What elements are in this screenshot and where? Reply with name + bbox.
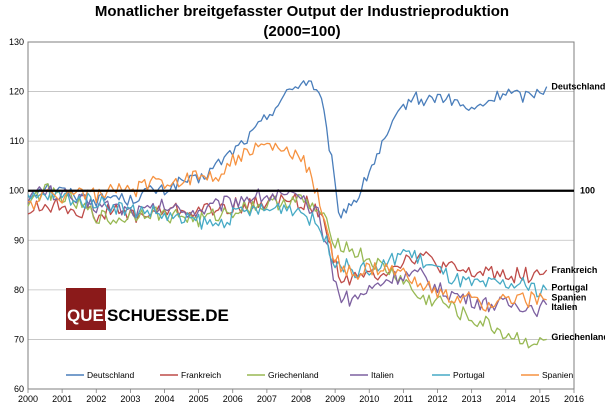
x-tick-label: 2008 [291, 394, 311, 404]
x-tick-label: 2012 [427, 394, 447, 404]
y-tick-label: 100 [9, 186, 24, 196]
x-tick-label: 2015 [530, 394, 550, 404]
series-line-italien [27, 185, 548, 318]
x-axis-ticks: 2000 2001 2002 2003 2004 2005 2006 2007 2008 2009… [18, 389, 584, 404]
x-tick-label: 2007 [257, 394, 277, 404]
y-tick-label: 60 [14, 384, 24, 394]
x-tick-label: 2000 [18, 394, 38, 404]
y-axis-ticks: 60 70 80 90 100 110 120 130 [9, 37, 24, 394]
series-line-spanien [27, 142, 547, 312]
chart-title: Monatlicher breitgefasster Output der In… [95, 3, 509, 20]
x-tick-label: 2016 [564, 394, 584, 404]
watermark-square [66, 288, 106, 330]
series-line-portugal [27, 189, 548, 298]
x-tick-label: 2009 [325, 394, 345, 404]
end-label-griechenland: Griechenland [551, 332, 605, 342]
gridlines [28, 41, 574, 390]
legend-label-frankreich: Frankreich [181, 370, 221, 380]
chart-subtitle: (2000=100) [263, 23, 340, 40]
x-tick-label: 2003 [120, 394, 140, 404]
legend-label-deutschland: Deutschland [87, 370, 135, 380]
series-line-griechenland [27, 183, 547, 349]
y-tick-label: 80 [14, 285, 24, 295]
watermark-text-part1: QUER [67, 306, 116, 325]
y-tick-label: 90 [14, 235, 24, 245]
watermark-text-part2: SCHUESSE.DE [107, 306, 229, 325]
reference-line-label: 100 [580, 186, 595, 196]
legend-label-italien: Italien [371, 370, 394, 380]
plot-frame [27, 41, 575, 390]
x-tick-label: 2013 [462, 394, 482, 404]
end-label-italien: Italien [551, 302, 577, 312]
x-tick-label: 2010 [359, 394, 379, 404]
x-tick-label: 2014 [496, 394, 516, 404]
series-line-deutschland [27, 80, 548, 219]
legend-label-griechenland: Griechenland [268, 370, 319, 380]
x-tick-label: 2004 [154, 394, 174, 404]
x-tick-label: 2002 [86, 394, 106, 404]
x-tick-label: 2006 [223, 394, 243, 404]
legend-label-spanien: Spanien [542, 370, 573, 380]
legend: Deutschland Frankreich Griechenland Italien… [66, 370, 573, 380]
end-label-deutschland: Deutschland [551, 82, 605, 92]
x-tick-label: 2001 [52, 394, 72, 404]
x-tick-label: 2011 [394, 394, 413, 404]
y-tick-label: 130 [9, 37, 24, 47]
series-end-labels: Deutschland Frankreich PortugalSpanienItal… [551, 82, 605, 342]
x-tick-label: 2005 [189, 394, 209, 404]
end-label-spanien: Spanien [551, 292, 586, 302]
y-tick-label: 120 [9, 87, 24, 97]
end-label-portugal: Portugal [551, 282, 588, 292]
legend-label-portugal: Portugal [453, 370, 485, 380]
y-tick-label: 70 [14, 334, 24, 344]
y-tick-label: 110 [10, 136, 24, 146]
end-label-frankreich: Frankreich [551, 265, 597, 275]
watermark-logo: QUER SCHUESSE.DE [66, 288, 229, 330]
